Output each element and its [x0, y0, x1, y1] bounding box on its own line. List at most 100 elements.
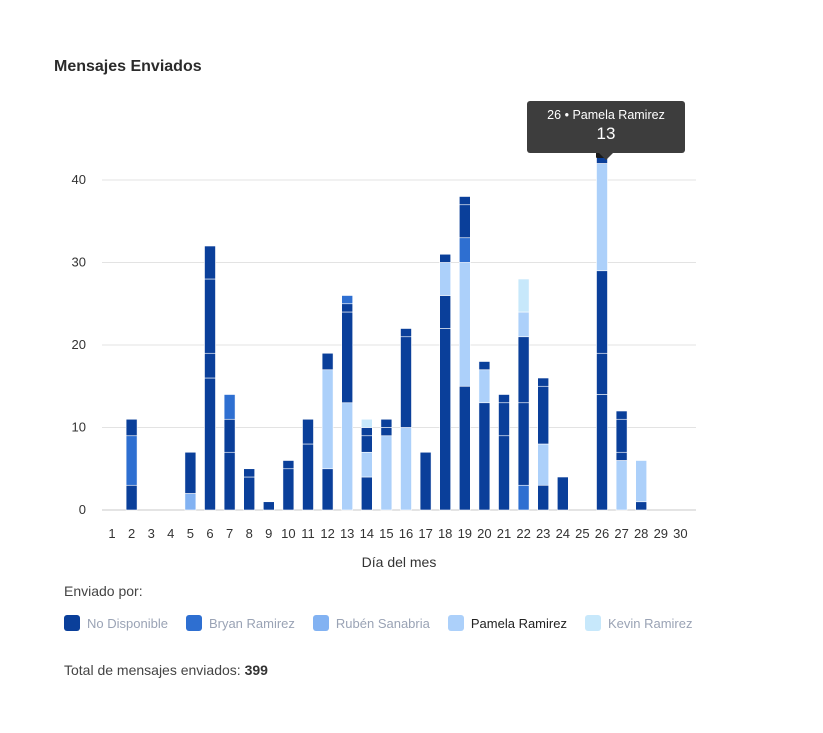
- bar-segment[interactable]: [478, 361, 491, 371]
- bar-segment[interactable]: [596, 270, 608, 354]
- bar-segment[interactable]: [635, 460, 648, 503]
- bar-segment[interactable]: [615, 418, 628, 453]
- y-tick-label: 20: [72, 337, 86, 352]
- bar-segment[interactable]: [400, 328, 412, 338]
- bar-segment[interactable]: [321, 352, 334, 371]
- legend-swatch: [64, 615, 80, 631]
- bar-segment[interactable]: [360, 476, 373, 511]
- bar-segment[interactable]: [360, 427, 373, 437]
- bar-segment[interactable]: [517, 311, 530, 338]
- bar-segment[interactable]: [204, 377, 216, 511]
- total-value: 399: [244, 662, 268, 678]
- bar-segment[interactable]: [458, 385, 471, 511]
- x-tick-label: 1: [108, 526, 115, 541]
- bar-segment[interactable]: [360, 451, 373, 478]
- bar-segment[interactable]: [537, 377, 550, 387]
- bar-segment[interactable]: [204, 278, 216, 354]
- bar-segment[interactable]: [125, 435, 138, 486]
- bar-segment[interactable]: [537, 443, 550, 486]
- x-tick-label: 22: [516, 526, 530, 541]
- bar-segment[interactable]: [458, 262, 471, 387]
- bar-segment[interactable]: [380, 435, 393, 511]
- bar-segment[interactable]: [478, 369, 491, 404]
- bar-segment[interactable]: [498, 402, 510, 437]
- legend-item-no-disponible[interactable]: No Disponible: [64, 615, 168, 631]
- bar-segment[interactable]: [223, 394, 236, 420]
- bar-segment[interactable]: [204, 245, 216, 280]
- x-tick-label: 27: [614, 526, 628, 541]
- bar-segment[interactable]: [243, 468, 255, 478]
- x-tick-label: 4: [167, 526, 174, 541]
- bar-segment[interactable]: [596, 352, 608, 395]
- legend-item-kevin-ramirez[interactable]: Kevin Ramirez: [584, 615, 693, 631]
- bar-segment[interactable]: [341, 295, 354, 305]
- bar-segment[interactable]: [400, 336, 412, 428]
- bar-segment[interactable]: [596, 394, 608, 511]
- x-tick-label: 8: [246, 526, 253, 541]
- bar-segment[interactable]: [360, 435, 373, 453]
- bar-segment[interactable]: [282, 460, 295, 470]
- bar-segment[interactable]: [262, 501, 275, 511]
- bar-segment[interactable]: [537, 385, 550, 445]
- bar-segment[interactable]: [419, 451, 432, 511]
- bar-segment[interactable]: [615, 451, 628, 461]
- bar-segment[interactable]: [380, 418, 393, 428]
- bar-segment[interactable]: [380, 427, 393, 437]
- x-tick-label: 25: [575, 526, 589, 541]
- bar-segment[interactable]: [517, 336, 530, 404]
- bar-segment[interactable]: [439, 295, 452, 329]
- x-tick-label: 28: [634, 526, 648, 541]
- bar-segment[interactable]: [615, 460, 628, 511]
- bar-segment[interactable]: [478, 402, 491, 511]
- bar-segment[interactable]: [517, 402, 530, 486]
- legend-item-rub-n-sanabria[interactable]: Rubén Sanabria: [312, 615, 430, 631]
- legend-item-pamela-ramirez[interactable]: Pamela Ramirez: [447, 615, 567, 631]
- legend-label: Bryan Ramirez: [208, 615, 295, 631]
- bar-segment[interactable]: [635, 501, 648, 511]
- bar-segment[interactable]: [517, 278, 530, 313]
- bar-segment[interactable]: [615, 410, 628, 420]
- x-tick-label: 20: [477, 526, 491, 541]
- bar-segment[interactable]: [243, 476, 255, 511]
- bar-segment[interactable]: [458, 204, 471, 239]
- bar-segment[interactable]: [458, 237, 471, 263]
- tooltip-header: 26 • Pamela Ramirez: [527, 108, 685, 122]
- bar-segment[interactable]: [556, 476, 569, 511]
- x-tick-label: 14: [360, 526, 374, 541]
- bar-segment[interactable]: [458, 196, 471, 206]
- bar-segment[interactable]: [341, 303, 354, 313]
- legend-item-bryan-ramirez[interactable]: Bryan Ramirez: [185, 615, 295, 631]
- bar-segment[interactable]: [204, 352, 216, 379]
- bar-segment[interactable]: [125, 484, 138, 511]
- bar-segment[interactable]: [184, 493, 197, 511]
- x-tick-label: 12: [320, 526, 334, 541]
- legend-label: No Disponible: [87, 615, 168, 631]
- bar-segment[interactable]: [184, 451, 197, 494]
- bar-segment[interactable]: [321, 369, 334, 470]
- bar-segment[interactable]: [125, 418, 138, 437]
- y-tick-label: 10: [72, 420, 86, 435]
- total-messages: Total de mensajes enviados: 399: [64, 662, 268, 678]
- legend-label: Pamela Ramirez: [470, 615, 567, 631]
- bar-segment[interactable]: [596, 163, 608, 272]
- bar-segment[interactable]: [360, 418, 373, 428]
- bar-segment[interactable]: [537, 484, 550, 511]
- x-tick-label: 15: [379, 526, 393, 541]
- bar-segment[interactable]: [439, 253, 452, 263]
- bar-segment[interactable]: [302, 418, 314, 445]
- bar-segment[interactable]: [341, 402, 354, 511]
- bar-segment[interactable]: [439, 328, 452, 511]
- x-tick-label: 19: [458, 526, 472, 541]
- bar-segment[interactable]: [321, 468, 334, 511]
- bar-segment[interactable]: [400, 427, 412, 511]
- bar-segment[interactable]: [517, 484, 530, 511]
- bar-segment[interactable]: [498, 435, 510, 511]
- bar-segment[interactable]: [439, 262, 452, 296]
- tooltip-value: 13: [596, 124, 616, 143]
- bar-segment[interactable]: [282, 468, 295, 511]
- bar-segment[interactable]: [302, 443, 314, 511]
- bar-segment[interactable]: [223, 418, 236, 453]
- bar-segment[interactable]: [223, 451, 236, 511]
- bar-segment[interactable]: [341, 311, 354, 404]
- bar-segment[interactable]: [498, 394, 510, 404]
